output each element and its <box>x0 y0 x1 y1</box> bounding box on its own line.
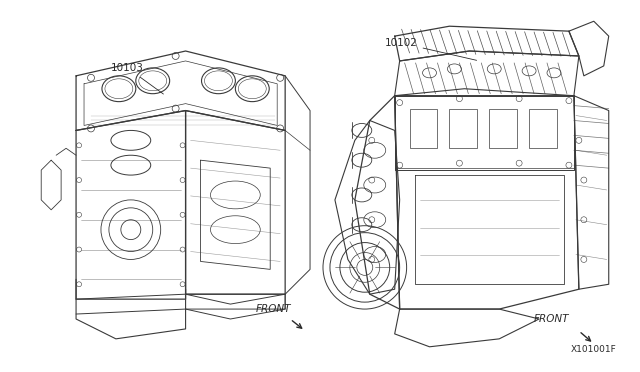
Bar <box>449 109 477 148</box>
Text: FRONT: FRONT <box>255 304 291 314</box>
Bar <box>410 109 438 148</box>
Bar <box>489 109 517 148</box>
Text: X101001F: X101001F <box>571 345 617 354</box>
Text: FRONT: FRONT <box>534 314 570 324</box>
Bar <box>529 109 557 148</box>
Text: 10102: 10102 <box>385 38 477 60</box>
Text: 10103: 10103 <box>111 63 163 94</box>
